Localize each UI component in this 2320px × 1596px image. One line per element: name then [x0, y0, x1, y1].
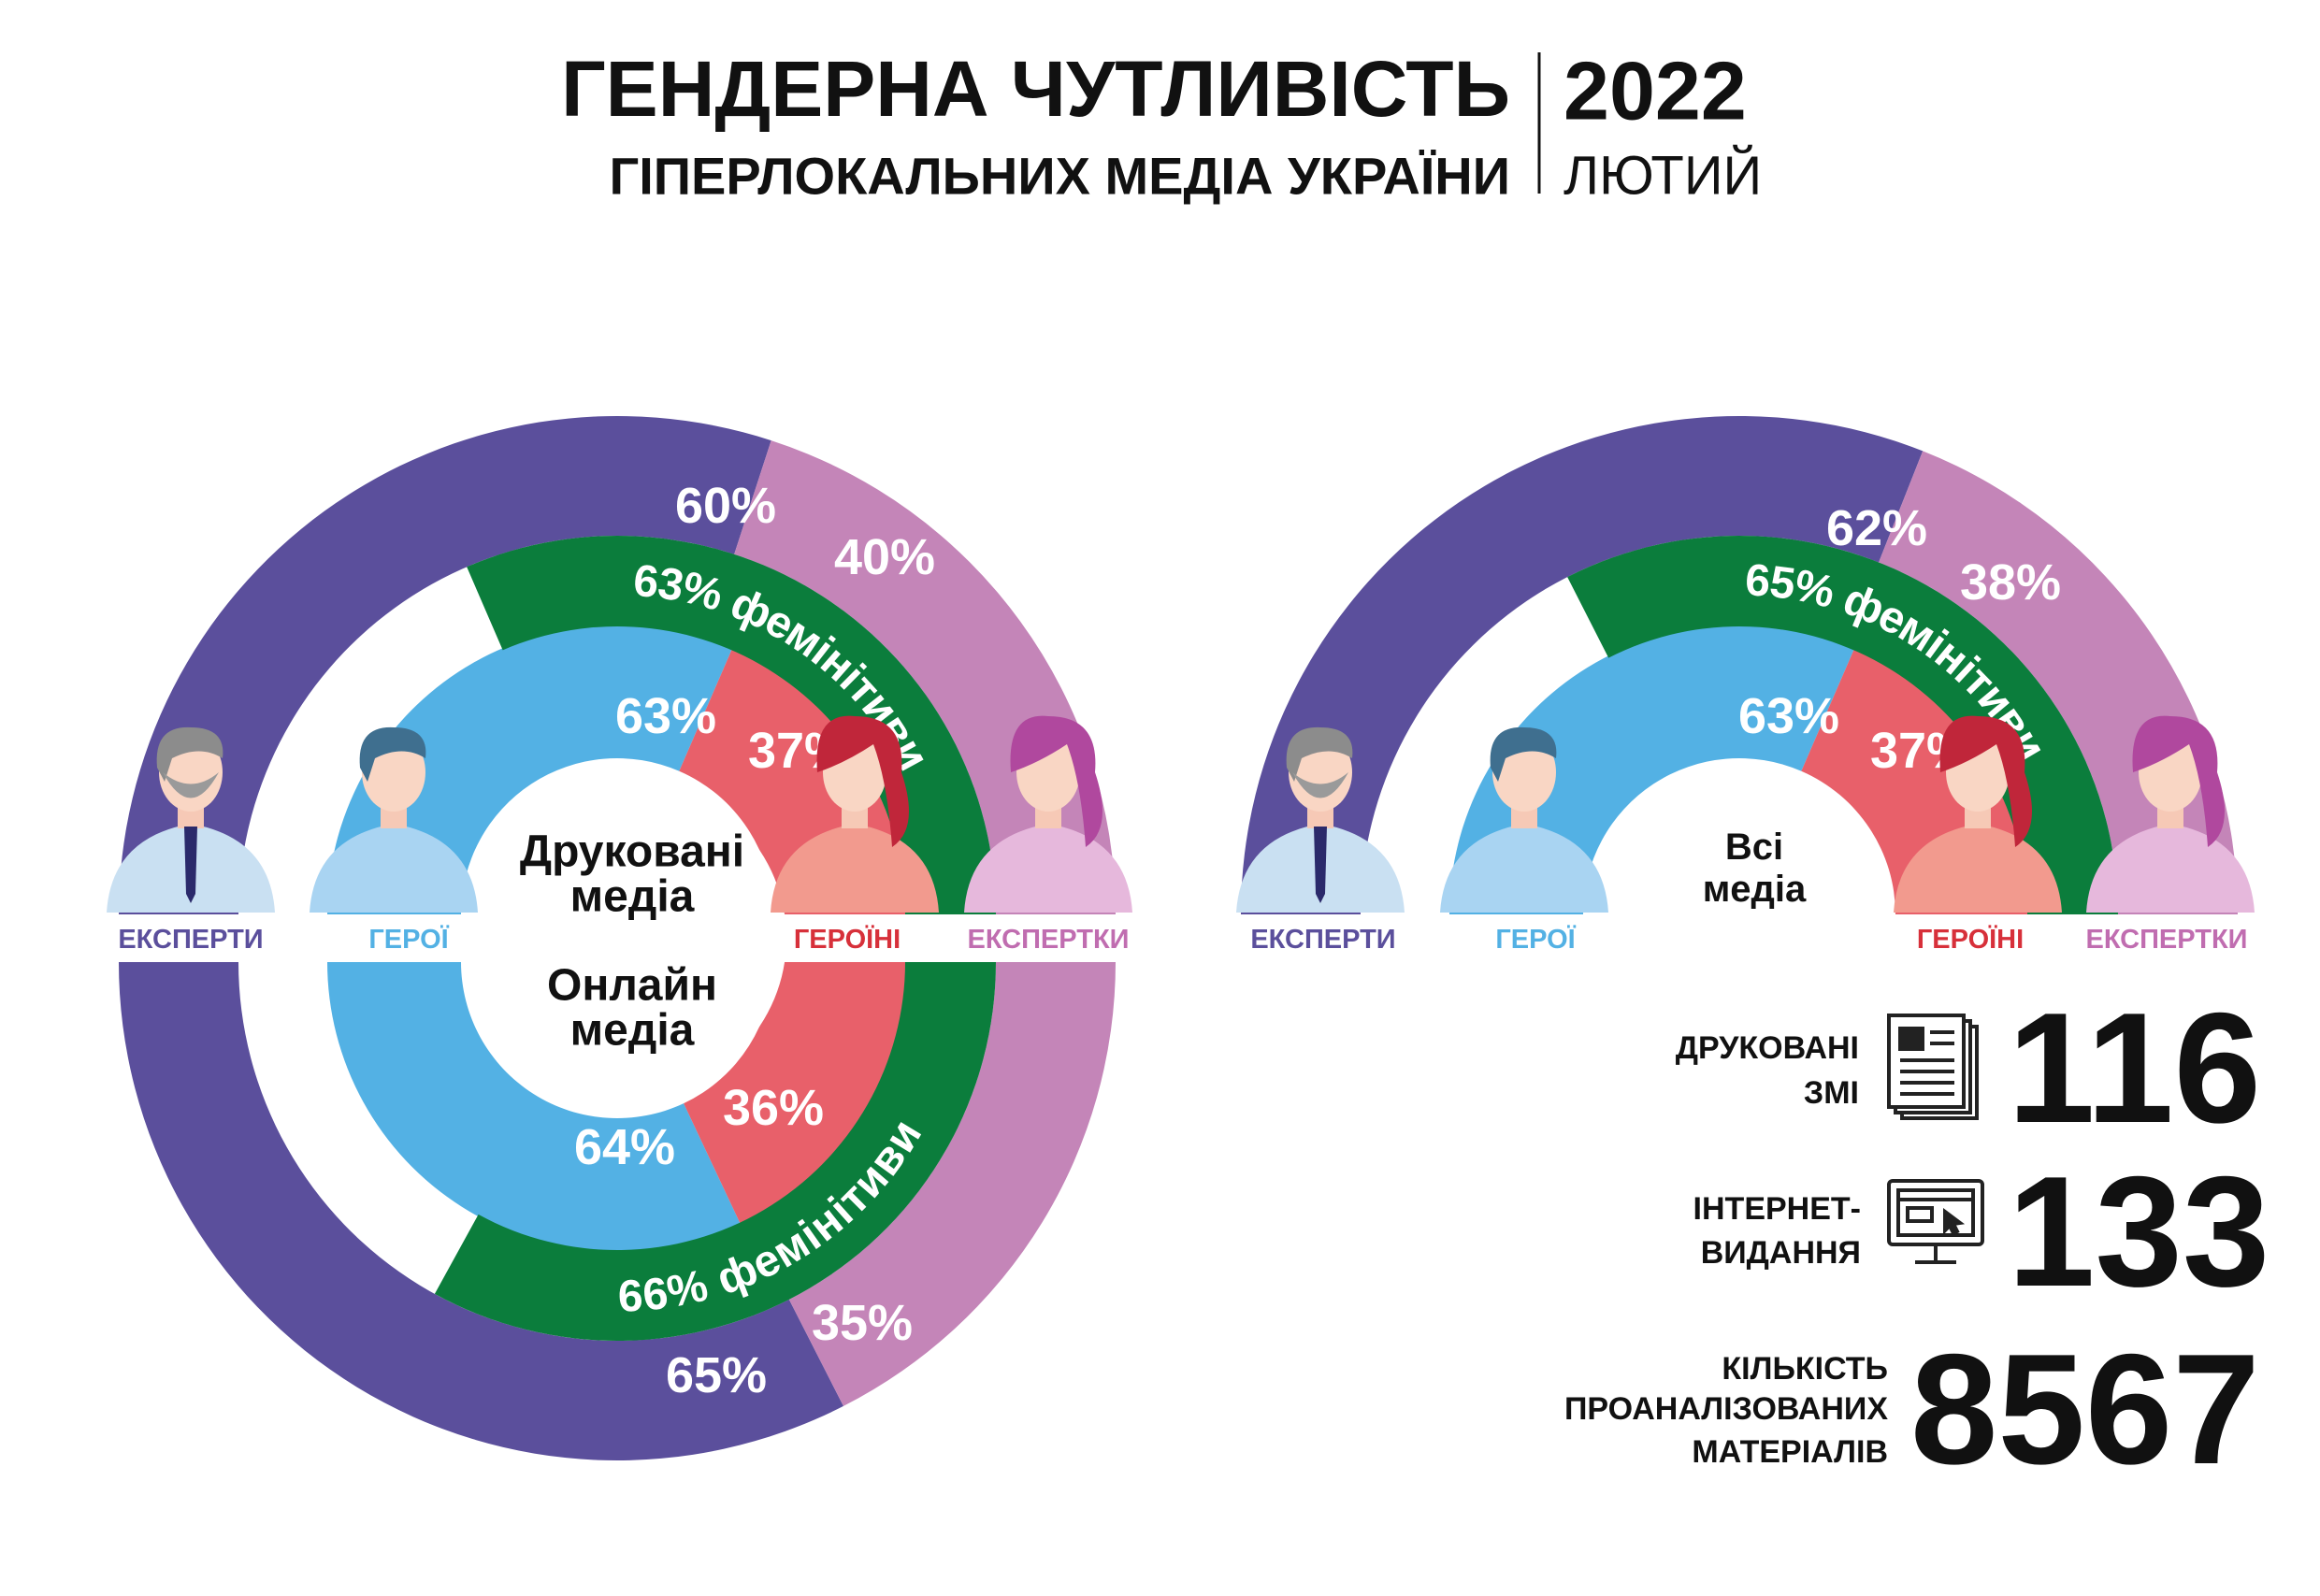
value-label: 62%: [1826, 500, 1927, 556]
category-label: ЕКСПЕРТКИ: [967, 925, 1129, 955]
category-label: ГЕРОЇ: [1495, 924, 1576, 955]
value-label: 38%: [1960, 554, 2061, 611]
stat-label: ЗМІ: [1804, 1075, 1859, 1111]
person-tie: [184, 827, 197, 903]
ring-segment: [684, 962, 907, 1225]
subtitle: ГІПЕРЛОКАЛЬНИХ МЕДІА УКРАЇНИ: [609, 147, 1510, 206]
ring-segment: [327, 962, 741, 1252]
category-label: ГЕРОЇ: [368, 924, 449, 955]
value-label: 60%: [675, 478, 776, 534]
person-beard: [163, 772, 219, 798]
value-label: 35%: [812, 1295, 913, 1351]
person-hair: [1286, 726, 1353, 782]
center-title: медіа: [1703, 869, 1807, 910]
ring-segment: [1241, 415, 1924, 914]
stat-label: ПРОАНАЛІЗОВАНИХ: [1564, 1391, 1888, 1427]
stat-label: ВИДАННЯ: [1701, 1235, 1861, 1271]
center-title: Всі: [1725, 827, 1783, 868]
person-body: [771, 824, 939, 913]
center-title: Друковані: [520, 827, 744, 877]
stat-label: ІНТЕРНЕТ-: [1693, 1191, 1861, 1227]
center-title: медіа: [570, 872, 695, 922]
center-title: Онлайн: [547, 961, 717, 1011]
center-title: медіа: [570, 1006, 695, 1056]
value-label: 63%: [615, 688, 716, 744]
feminitives-arc: [467, 536, 996, 914]
stat-value: 116: [2008, 980, 2261, 1156]
category-label: ГЕРОЇНІ: [1917, 924, 2024, 955]
person-body: [1440, 824, 1608, 913]
month: ЛЮТИЙ: [1563, 146, 1762, 207]
person-hair: [1490, 726, 1557, 782]
person-body: [1894, 824, 2062, 913]
value-label: 40%: [834, 529, 935, 585]
person-hair: [1010, 715, 1102, 847]
newspaper-icon: [1887, 1014, 1979, 1120]
person-hair: [156, 726, 223, 782]
stat-value: 133: [2008, 1143, 2270, 1319]
person-beard: [1292, 772, 1348, 798]
ring-segment: [734, 440, 1116, 914]
stat-label: КІЛЬКІСТЬ: [1722, 1351, 1888, 1387]
feminitives-arc: [434, 962, 996, 1341]
value-label: 64%: [574, 1119, 675, 1175]
year: 2022: [1563, 45, 1747, 137]
ring-segment: [119, 962, 843, 1460]
category-label: ЕКСПЕРТИ: [118, 925, 263, 955]
stat-label: ДРУКОВАНІ: [1676, 1030, 1859, 1066]
person-hair: [2132, 715, 2225, 847]
category-label: ГЕРОЇНІ: [794, 924, 901, 955]
person-hair: [359, 726, 426, 782]
person-tie: [1314, 827, 1327, 903]
person-hair: [1939, 715, 2032, 847]
value-label: 36%: [723, 1080, 824, 1136]
title: ГЕНДЕРНА ЧУТЛИВІСТЬ: [561, 45, 1510, 133]
person-hair: [816, 715, 909, 847]
ring-segment: [788, 962, 1116, 1406]
feminitives-arc: [1567, 536, 2118, 914]
stat-label: МАТЕРІАЛІВ: [1692, 1434, 1888, 1470]
stat-value: 8567: [1910, 1321, 2260, 1497]
center-disc: [470, 780, 786, 1097]
value-label: 65%: [666, 1347, 767, 1403]
semi-donut-chart: 65% фемінітиви62%63%37%38%ВсімедіаЕКСПЕР…: [1236, 415, 2255, 955]
category-label: ЕКСПЕРТИ: [1250, 925, 1395, 955]
monitor-icon: [1887, 1179, 1984, 1264]
category-label: ЕКСПЕРТКИ: [2085, 925, 2247, 955]
value-label: 63%: [1738, 688, 1839, 744]
person-body: [964, 824, 1132, 913]
person-body: [310, 824, 478, 913]
person-body: [2086, 824, 2255, 913]
